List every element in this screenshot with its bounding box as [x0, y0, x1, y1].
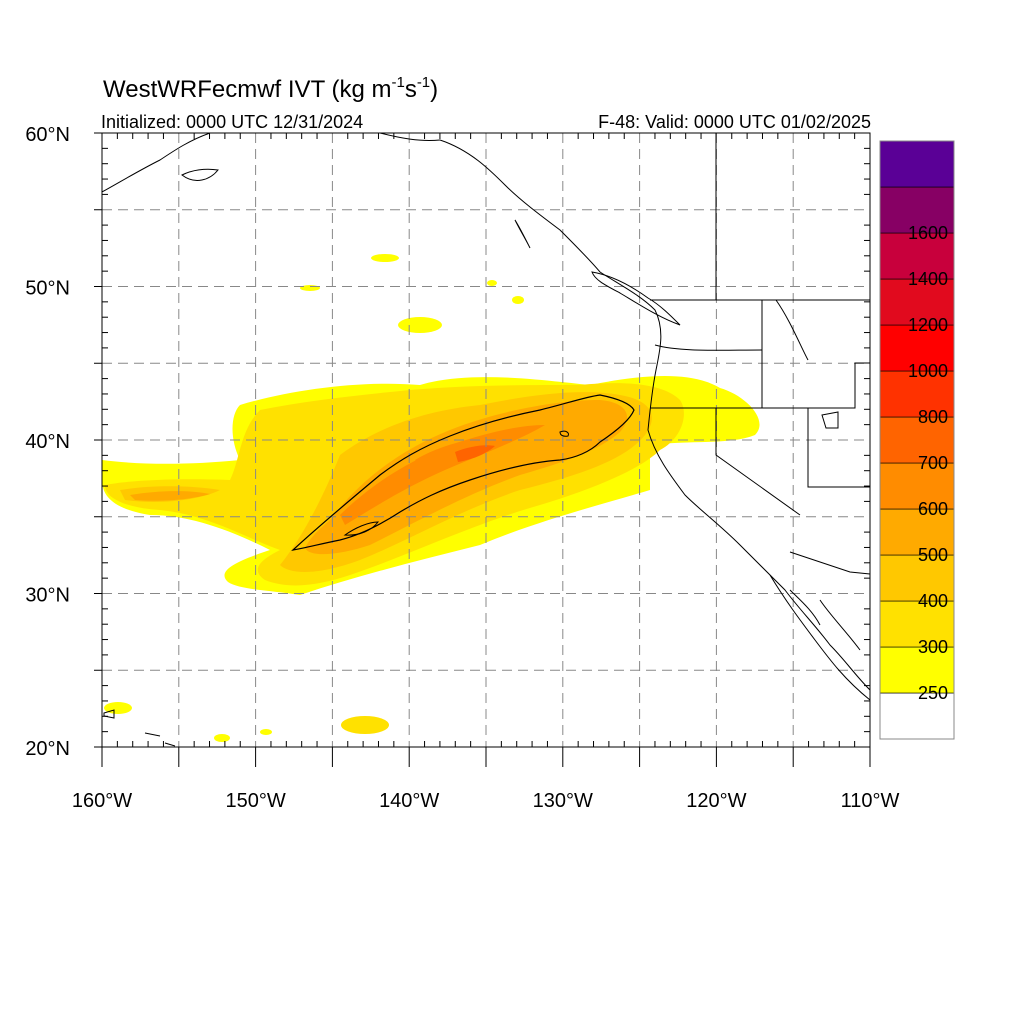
colorbar-label: 600 [918, 499, 948, 519]
lon-tick-label: 110°W [841, 790, 900, 812]
lon-tick-label: 130°W [533, 790, 593, 812]
valid-label: F-48: Valid: 0000 UTC 01/02/2025 [598, 112, 871, 132]
colorbar-label: 1600 [908, 223, 948, 243]
figure-title: WestWRFecmwf IVT (kg m-1s-1) [103, 74, 438, 103]
kodiak-island [181, 168, 219, 181]
lon-tick-label: 120°W [686, 790, 746, 812]
initialized-label: Initialized: 0000 UTC 12/31/2024 [101, 112, 363, 132]
map-axes: 60°N 50°N 40°N 30°N 20°N 160°W 150°W 140°W 130°W… [25, 124, 899, 812]
colorbar-swatch [879, 232, 955, 280]
ivt-contour-island [343, 430, 569, 536]
ivt-patch [371, 254, 399, 262]
ivt-colorbar: 250 300 400 500 600 700 800 1000 1200 1400 1600 [879, 140, 955, 740]
alaska-coast [379, 133, 441, 141]
ivt-patch [487, 280, 497, 286]
ivt-patch [398, 317, 442, 333]
ivt-contour-line [291, 394, 635, 551]
colorbar-label: 500 [918, 545, 948, 565]
hawaii-islands [144, 732, 176, 747]
lon-tick-label: 150°W [225, 790, 285, 812]
colorbar-label: 1400 [908, 269, 948, 289]
lat-tick-label: 20°N [25, 738, 70, 760]
colorbar-swatch [879, 140, 955, 188]
land-outlines [102, 133, 870, 747]
colorbar-label: 800 [918, 407, 948, 427]
colorbar-swatch [879, 370, 955, 418]
north-american-coastline [439, 139, 870, 691]
colorbar-label: 250 [918, 683, 948, 703]
us-mexico-border [789, 551, 870, 575]
gulf-of-california [819, 599, 861, 651]
lon-tick-label: 160°W [72, 790, 132, 812]
colorbar-label: 1000 [908, 361, 948, 381]
lake-outline [821, 411, 839, 429]
ivt-700-band [455, 445, 495, 462]
nevada-utah-border [807, 408, 870, 488]
california-nevada-border [715, 408, 801, 516]
lat-tick-label: 30°N [25, 585, 70, 607]
ivt-600-band [340, 425, 545, 525]
ivt-patch [341, 716, 389, 734]
gridlines [102, 133, 870, 747]
hawaii-island [103, 709, 115, 719]
vancouver-island [591, 271, 681, 326]
map-plot: 60°N 50°N 40°N 30°N 20°N 160°W 150°W 140°W 130°W… [25, 124, 899, 812]
colorbar-label: 1200 [908, 315, 948, 335]
haida-gwaii [514, 219, 531, 249]
lon-tick-label: 140°W [379, 790, 439, 812]
ivt-patch [512, 296, 524, 304]
colorbar-swatch [879, 646, 955, 694]
baja-peninsula [769, 574, 870, 701]
lat-tick-label: 40°N [25, 431, 70, 453]
colorbar-swatch [879, 462, 955, 510]
ivt-patch [260, 729, 272, 735]
ivt-patch [214, 734, 230, 742]
idaho-border [775, 299, 809, 361]
ivt-patch [300, 285, 320, 291]
colorbar-frame [879, 140, 955, 740]
ivt-shading [102, 254, 760, 742]
colorbar-label: 700 [918, 453, 948, 473]
lat-tick-label: 60°N [25, 124, 70, 146]
alaska-peninsula [102, 133, 211, 193]
colorbar-label: 300 [918, 637, 948, 657]
lat-tick-label: 50°N [25, 278, 70, 300]
colorbar-label: 400 [918, 591, 948, 611]
washington-oregon-border [654, 344, 763, 351]
